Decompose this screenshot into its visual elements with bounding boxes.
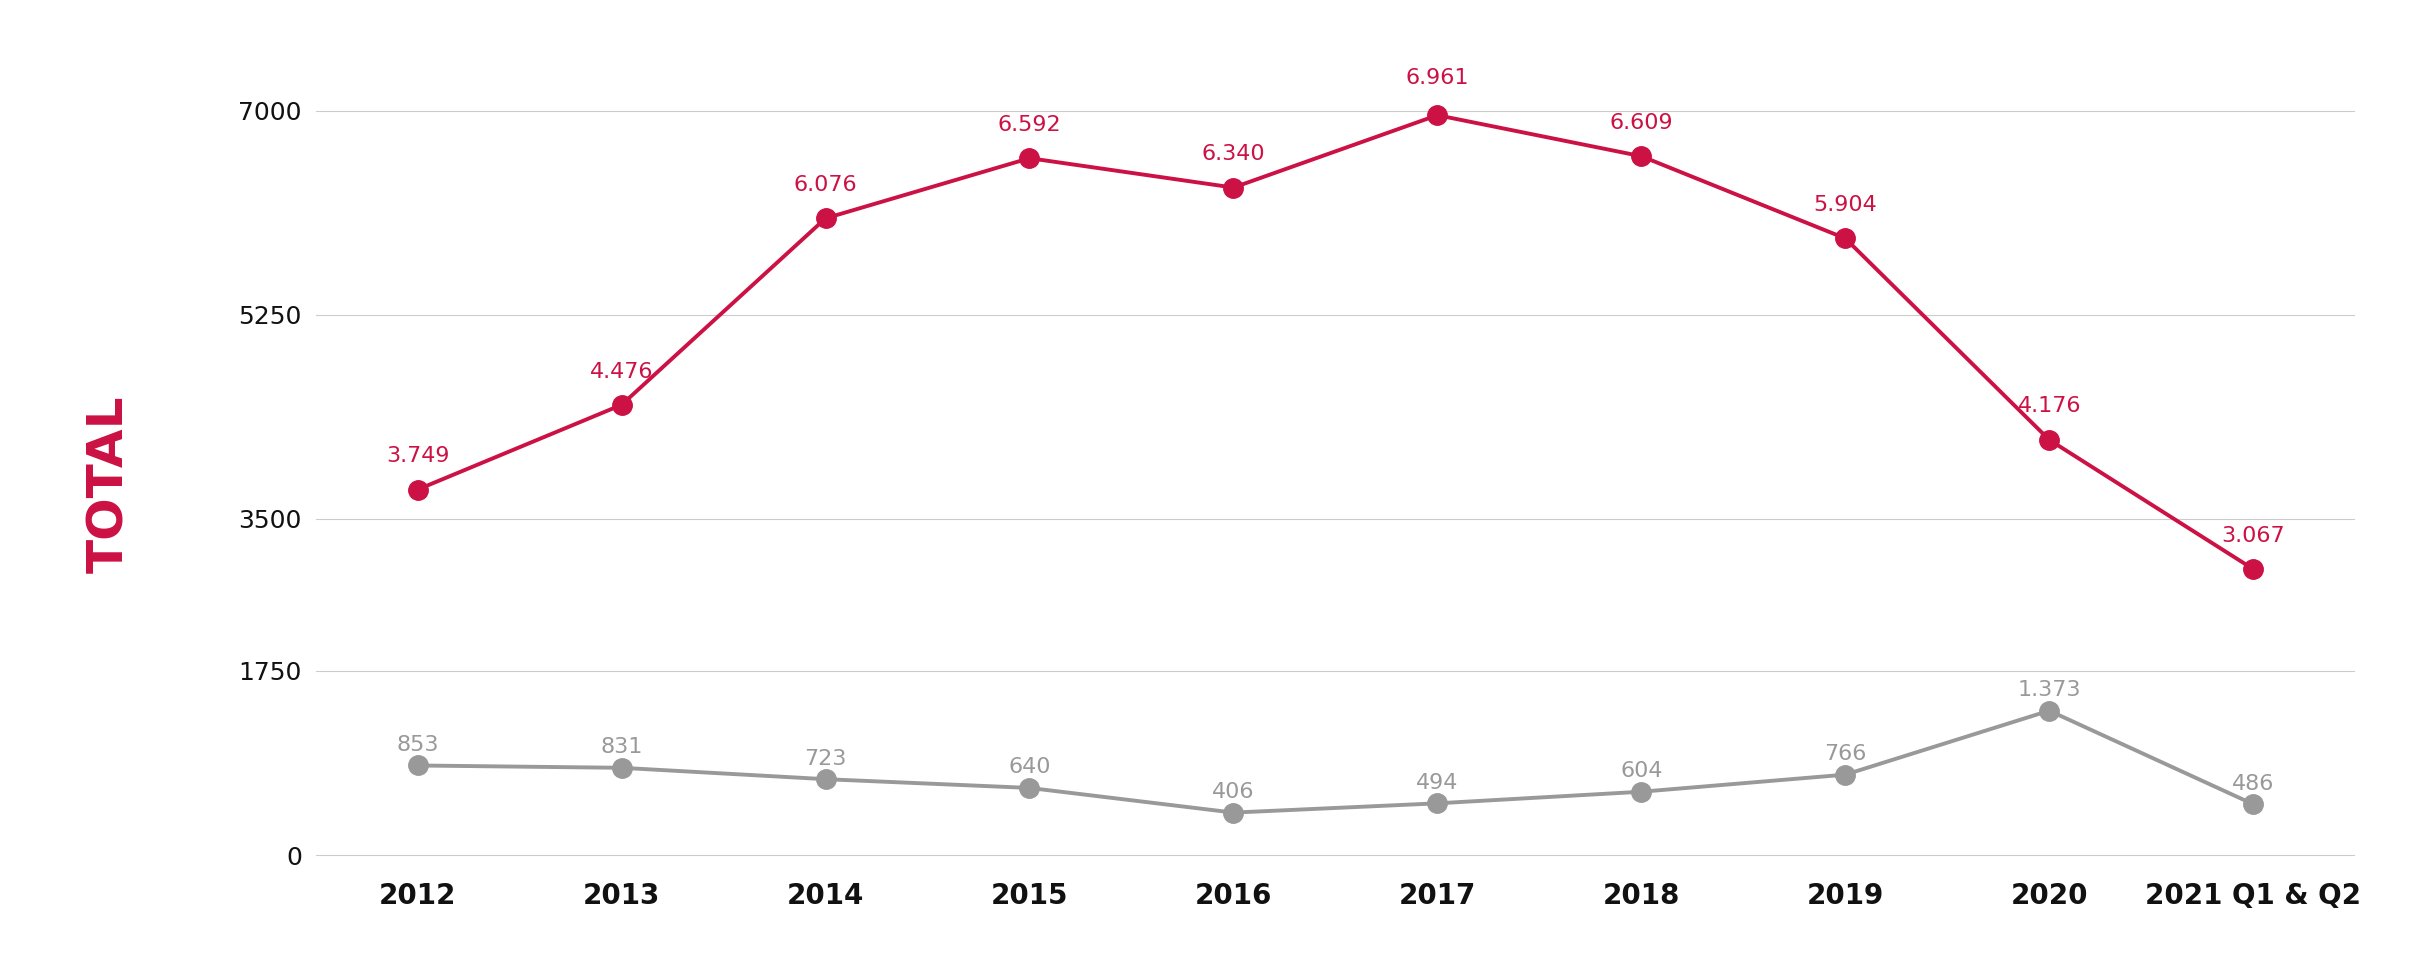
Text: 6.340: 6.340 xyxy=(1202,144,1265,165)
Text: 6.961: 6.961 xyxy=(1406,69,1469,88)
Text: 1.373: 1.373 xyxy=(2018,681,2081,700)
Text: 4.476: 4.476 xyxy=(590,361,653,381)
Text: 831: 831 xyxy=(600,738,643,757)
Text: 6.076: 6.076 xyxy=(794,175,857,195)
Text: 6.592: 6.592 xyxy=(998,115,1061,135)
Text: 766: 766 xyxy=(1823,744,1867,764)
Text: 486: 486 xyxy=(2231,773,2275,794)
Text: 3.067: 3.067 xyxy=(2222,526,2285,546)
Text: 6.609: 6.609 xyxy=(1610,113,1673,133)
Text: TOTAL: TOTAL xyxy=(85,395,134,573)
Text: 723: 723 xyxy=(804,748,847,769)
Text: 4.176: 4.176 xyxy=(2018,397,2081,416)
Text: 494: 494 xyxy=(1416,772,1459,793)
Text: 406: 406 xyxy=(1212,782,1255,802)
Text: 604: 604 xyxy=(1619,761,1663,781)
Text: 640: 640 xyxy=(1008,757,1051,777)
Text: 5.904: 5.904 xyxy=(1814,196,1877,215)
Text: 3.749: 3.749 xyxy=(386,446,449,467)
Text: 853: 853 xyxy=(396,735,439,755)
